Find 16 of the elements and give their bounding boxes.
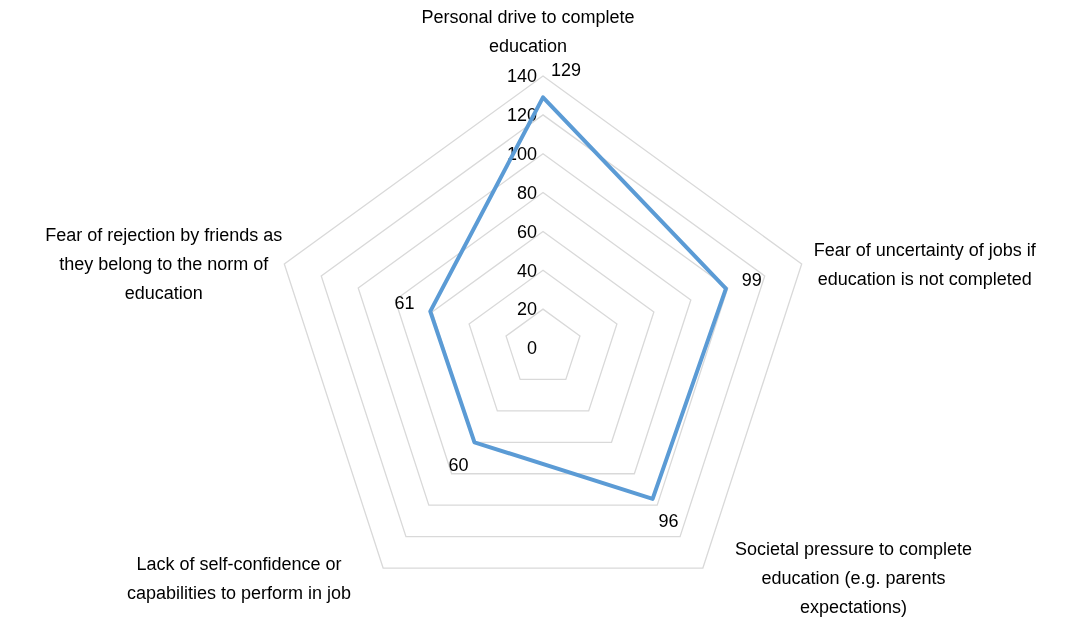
data-label: 96 <box>658 511 679 532</box>
y-tick-label: 40 <box>516 260 537 281</box>
spoke-label: Lack of self-confidence or capabilities to perform in job <box>127 553 352 603</box>
data-label: 129 <box>551 60 582 81</box>
y-tick-label: 0 <box>526 338 537 359</box>
y-tick-label: 60 <box>516 221 537 242</box>
spoke-label: Fear of uncertainty of jobs if education is not completed <box>813 239 1037 289</box>
data-label: 61 <box>394 293 415 314</box>
y-tick-label: 140 <box>506 66 537 87</box>
spoke-label: Fear of rejection by friends as they belong to the norm of education <box>45 225 283 304</box>
data-label: 60 <box>448 454 469 475</box>
data-label: 99 <box>741 270 762 291</box>
spoke-label: Personal drive to complete education <box>421 7 635 57</box>
y-tick-label: 20 <box>516 299 537 320</box>
y-tick-label: 80 <box>516 182 537 203</box>
spoke-label: Societal pressure to complete education (e.g. parents expectations) <box>734 539 972 618</box>
